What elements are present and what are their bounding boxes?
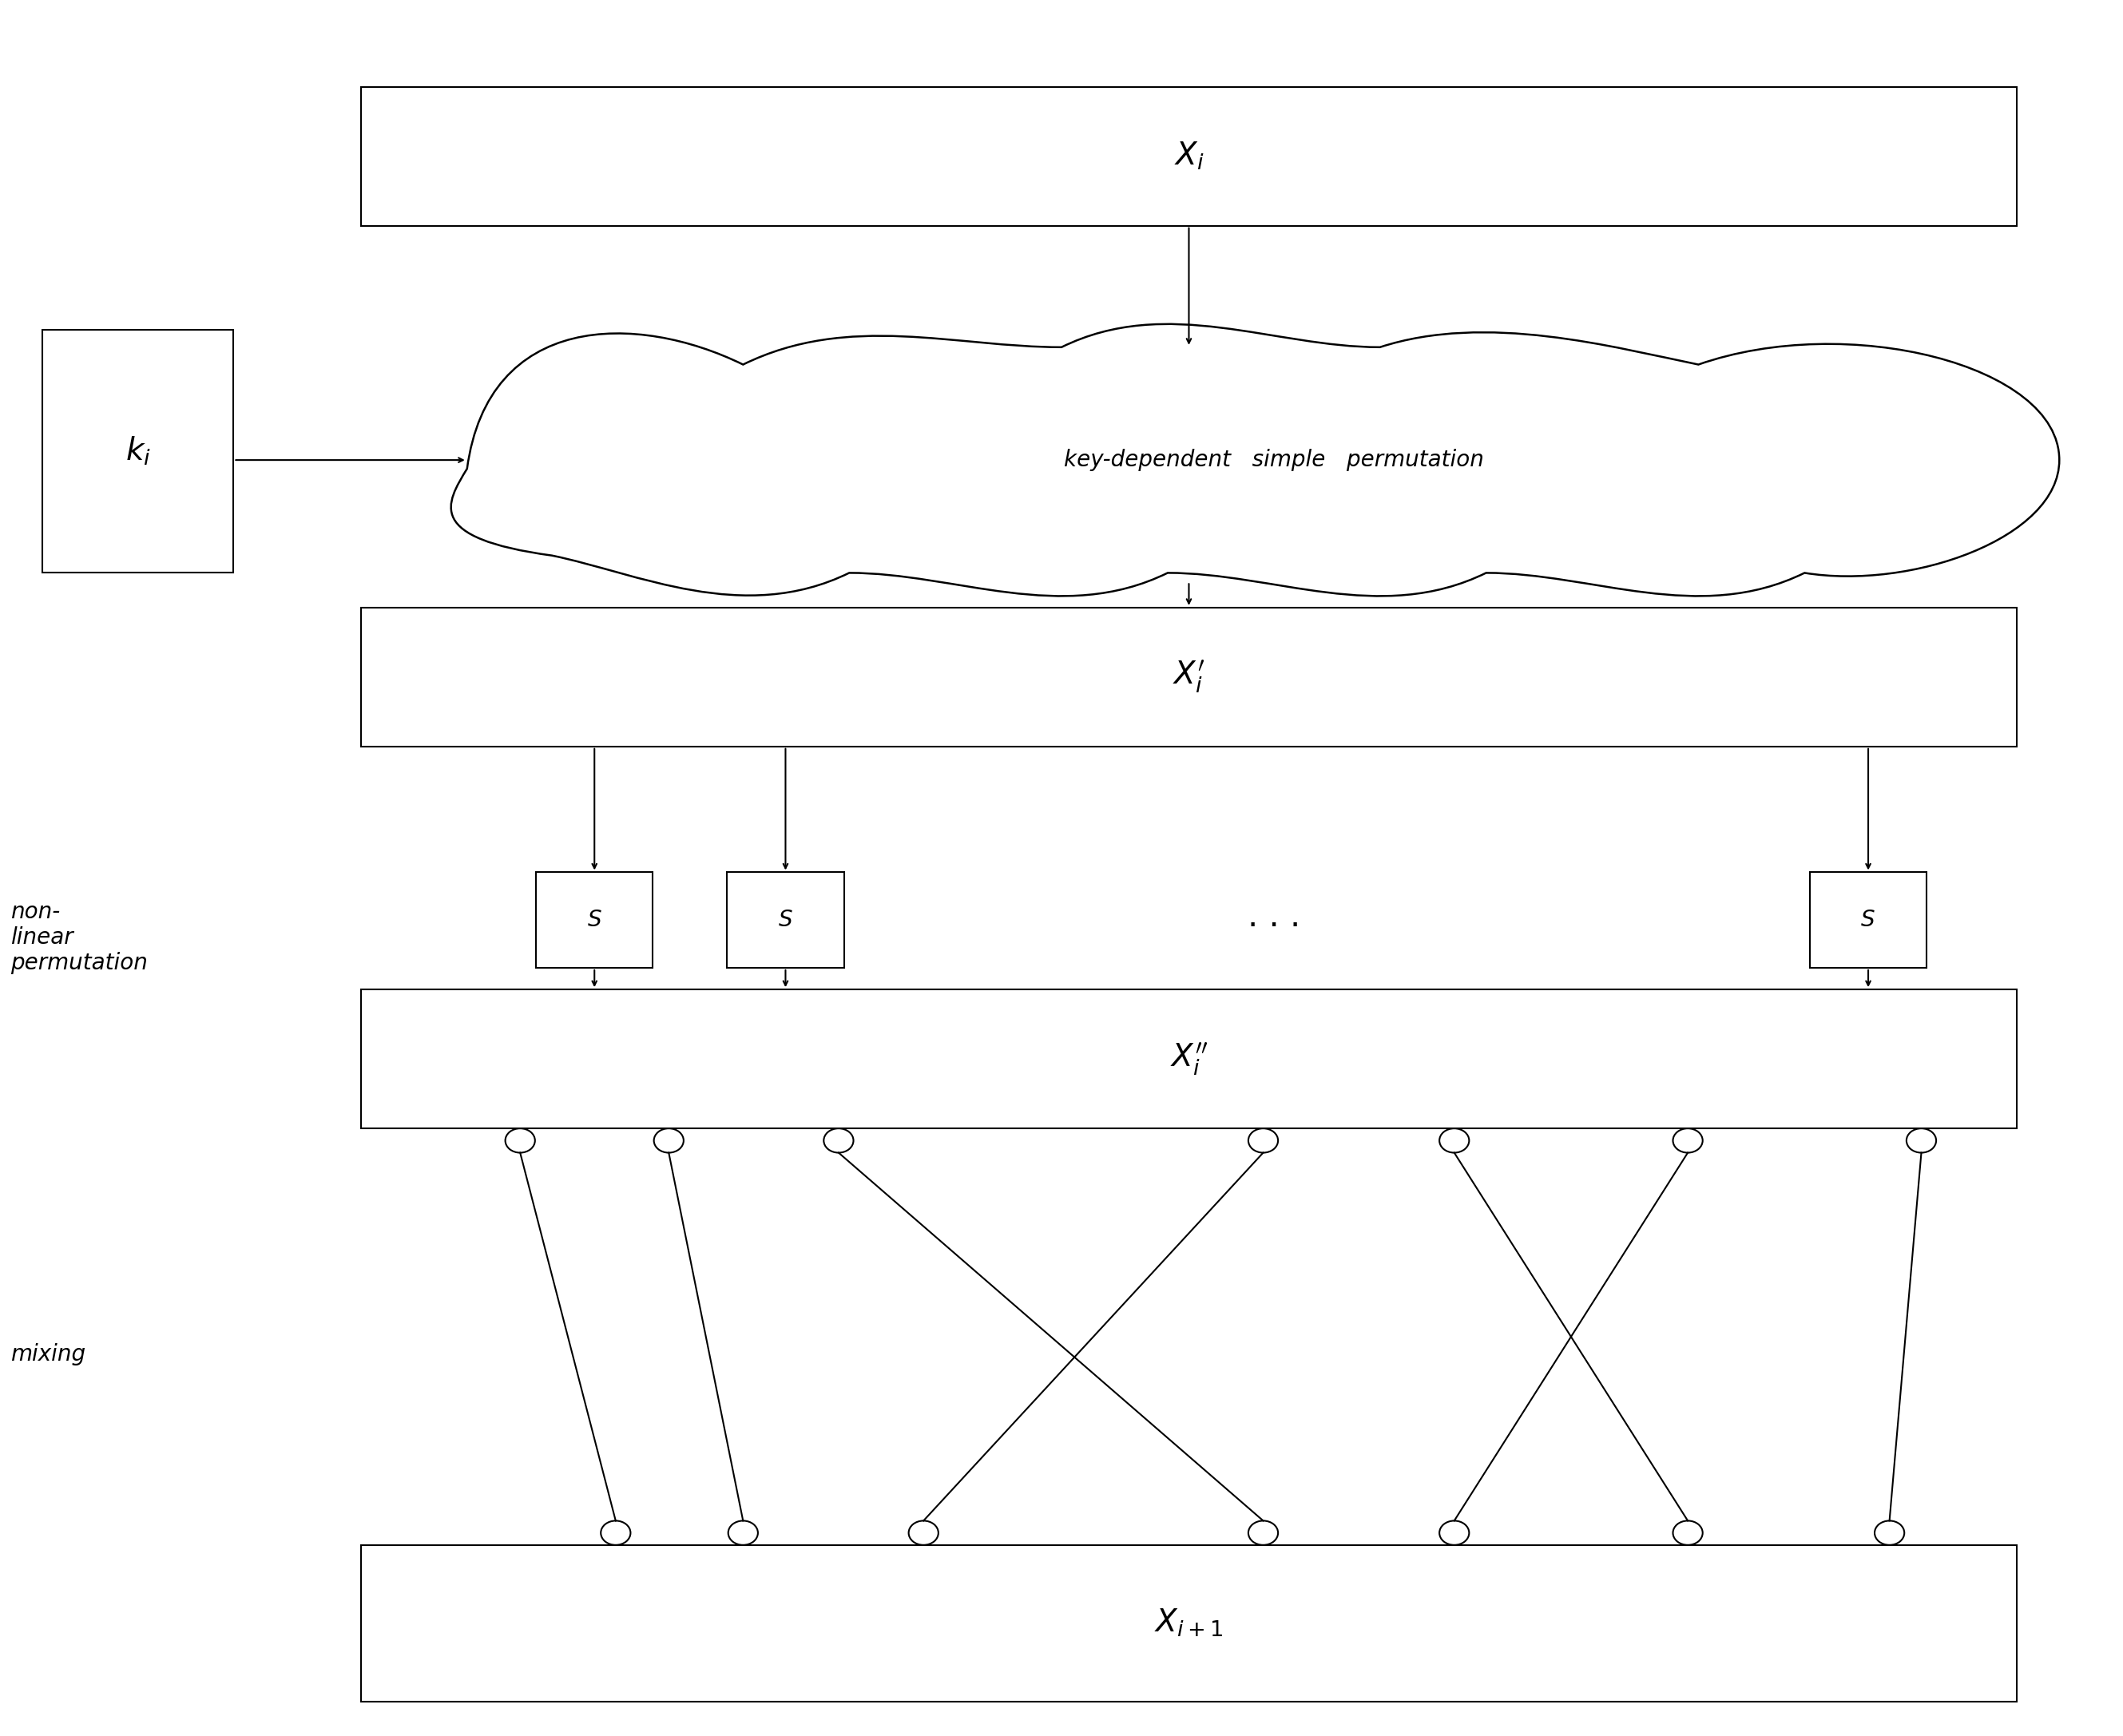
Bar [361, 1545, 2017, 1701]
Bar [42, 330, 234, 573]
Text: $X_i^{\prime}$: $X_i^{\prime}$ [1172, 660, 1206, 694]
Bar [535, 873, 652, 969]
Bar [1809, 873, 1928, 969]
Text: $X_i^{\prime\prime}$: $X_i^{\prime\prime}$ [1170, 1042, 1208, 1076]
Text: $X_i$: $X_i$ [1174, 141, 1204, 172]
Text: S: S [1862, 910, 1875, 930]
PathPatch shape [450, 325, 2059, 595]
Text: $k_i$: $k_i$ [125, 436, 151, 467]
Text: $X_{i+1}$: $X_{i+1}$ [1155, 1608, 1223, 1639]
Bar [726, 873, 843, 969]
Text: S: S [588, 910, 601, 930]
Text: . . .: . . . [1248, 899, 1299, 934]
Bar [361, 608, 2017, 746]
Text: non-
linear
permutation: non- linear permutation [11, 901, 149, 974]
Text: mixing: mixing [11, 1344, 85, 1364]
Bar [361, 990, 2017, 1128]
Text: S: S [779, 910, 792, 930]
Bar [361, 87, 2017, 226]
Text: key-dependent   simple   permutation: key-dependent simple permutation [1064, 450, 1484, 470]
